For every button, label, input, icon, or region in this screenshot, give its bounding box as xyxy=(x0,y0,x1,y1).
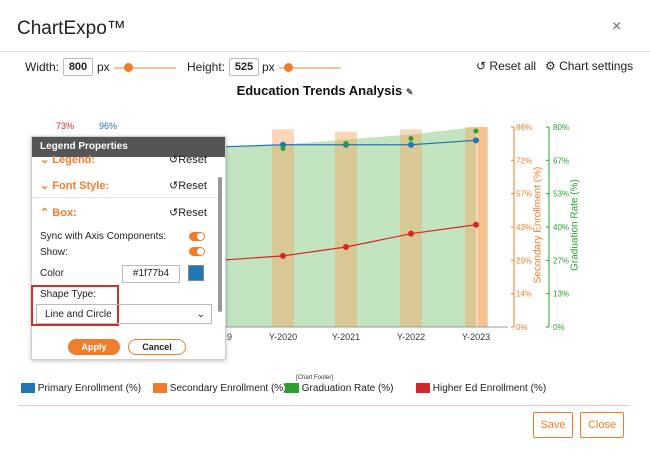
x-tick-label: 19 xyxy=(222,332,232,342)
cancel-button[interactable]: Cancel xyxy=(128,339,186,355)
bar-secondary-Y-2022 xyxy=(400,129,422,327)
color-swatch[interactable] xyxy=(188,265,204,281)
legend-item-graduation[interactable]: Graduation Rate (%) xyxy=(285,383,394,394)
chart-settings-label: Chart settings xyxy=(559,59,634,73)
app-title: ChartExpo™ xyxy=(17,18,126,39)
bar-secondary-Y-2020 xyxy=(272,129,294,327)
graduation-tick-label: 40% xyxy=(553,223,569,232)
secondary-tick-label: 0% xyxy=(516,323,528,332)
graduation-tick-label: 27% xyxy=(553,256,569,265)
secondary-tick-label: 86% xyxy=(516,123,532,132)
height-slider[interactable] xyxy=(279,67,341,69)
chart-title[interactable]: Education Trends Analysis ✎ xyxy=(236,83,414,98)
graduation-tick-label: 67% xyxy=(553,156,569,165)
color-input[interactable]: #1f77b4 xyxy=(122,265,180,283)
secondary-tick-label: 29% xyxy=(516,256,532,265)
shape-type-select[interactable]: Line and Circle ⌄ xyxy=(36,304,212,324)
legend-swatch-higher-ed xyxy=(416,383,430,394)
primary-point-Y-2020 xyxy=(280,141,286,148)
graduation-axis-title: Graduation Rate (%) xyxy=(569,179,581,271)
width-unit: px xyxy=(97,60,110,74)
legend-divider xyxy=(18,405,630,406)
secondary-axis-title: Secondary Enrollment (%) xyxy=(532,166,544,284)
width-input[interactable]: 800 xyxy=(63,58,93,76)
reset-icon: ↺ xyxy=(476,59,487,73)
left-axis-label-blue: 96% xyxy=(99,121,118,131)
settings-icon: ⚙ xyxy=(545,59,556,73)
legend-swatch-secondary xyxy=(153,383,167,394)
graduation-point-Y-2020 xyxy=(280,146,286,151)
legend-item-primary[interactable]: Primary Enrollment (%) xyxy=(21,383,141,394)
width-slider-handle[interactable] xyxy=(124,63,133,72)
sync-label: Sync with Axis Components: xyxy=(40,231,167,242)
reset-all-label: Reset all xyxy=(489,59,537,73)
height-unit: px xyxy=(262,60,275,74)
height-slider-handle[interactable] xyxy=(284,63,293,72)
secondary-tick-label: 14% xyxy=(516,290,532,299)
graduation-point-Y-2022 xyxy=(408,136,414,141)
bar-secondary-edge xyxy=(478,127,488,327)
font-style-section[interactable]: ⌄ Font Style: xyxy=(40,180,110,192)
shape-type-label: Shape Type: xyxy=(40,289,96,300)
x-tick-label: Y-2020 xyxy=(269,332,297,342)
font-style-reset-button[interactable]: ↺Reset xyxy=(169,180,207,192)
sync-toggle[interactable] xyxy=(189,232,205,241)
height-label: Height: xyxy=(187,60,226,74)
header-divider xyxy=(0,51,650,52)
chevron-down-icon: ⌄ xyxy=(196,309,205,320)
close-icon[interactable]: × xyxy=(612,18,622,35)
x-tick-label: Y-2022 xyxy=(397,332,425,342)
legend-item-secondary[interactable]: Secondary Enrollment (%) xyxy=(153,383,287,394)
legend-properties-panel: Legend Properties ⌄ Legend: ↺Reset ⌄ Fon… xyxy=(31,136,226,360)
legend-reset-button[interactable]: ↺Reset xyxy=(169,154,207,166)
show-toggle[interactable] xyxy=(189,247,205,256)
close-button[interactable]: Close xyxy=(580,412,624,438)
graduation-tick-label: 0% xyxy=(553,323,565,332)
show-label: Show: xyxy=(40,247,68,258)
save-button[interactable]: Save xyxy=(533,412,573,438)
legend-item-higher-ed[interactable]: Higher Ed Enrollment (%) xyxy=(416,383,546,394)
apply-button[interactable]: Apply xyxy=(68,339,120,355)
section-divider xyxy=(32,197,219,198)
width-slider[interactable] xyxy=(114,67,176,69)
edit-title-icon[interactable]: ✎ xyxy=(405,87,414,97)
higher-ed-point-Y-2020 xyxy=(280,252,286,259)
secondary-tick-label: 57% xyxy=(516,190,532,199)
secondary-tick-label: 72% xyxy=(516,156,532,165)
legend-swatch-graduation xyxy=(285,383,299,394)
legend-swatch-primary xyxy=(21,383,35,394)
graduation-point-Y-2021 xyxy=(343,141,349,146)
higher-ed-point-Y-2022 xyxy=(408,230,414,237)
x-tick-label: Y-2021 xyxy=(332,332,360,342)
x-tick-label: Y-2023 xyxy=(462,332,490,342)
primary-point-Y-2022 xyxy=(408,141,414,148)
left-axis-label-red: 73% xyxy=(56,121,75,131)
width-label: Width: xyxy=(25,60,60,74)
graduation-tick-label: 80% xyxy=(553,123,569,132)
panel-header: Legend Properties xyxy=(32,137,225,157)
chart-settings-button[interactable]: ⚙ Chart settings xyxy=(545,59,633,73)
height-input[interactable]: 525 xyxy=(229,58,259,76)
panel-scrollbar[interactable] xyxy=(218,177,222,312)
higher-ed-point-Y-2021 xyxy=(343,244,349,250)
bar-secondary-Y-2021 xyxy=(335,131,357,327)
higher-ed-point-Y-2023 xyxy=(473,221,479,228)
box-reset-button[interactable]: ↺Reset xyxy=(169,207,207,219)
color-label: Color xyxy=(40,268,64,279)
graduation-tick-label: 53% xyxy=(553,190,569,199)
shape-type-highlight xyxy=(31,285,119,326)
graduation-area xyxy=(155,127,476,327)
reset-all-button[interactable]: ↺ Reset all xyxy=(476,59,536,73)
legend-section[interactable]: ⌄ Legend: xyxy=(40,154,96,166)
box-section[interactable]: ⌃ Box: xyxy=(40,207,77,219)
secondary-tick-label: 43% xyxy=(516,223,532,232)
chart-footer-note[interactable]: [Chart Footer] xyxy=(296,375,334,381)
graduation-point-Y-2023 xyxy=(473,128,479,134)
graduation-tick-label: 13% xyxy=(553,290,569,299)
primary-point-Y-2023 xyxy=(473,137,479,144)
